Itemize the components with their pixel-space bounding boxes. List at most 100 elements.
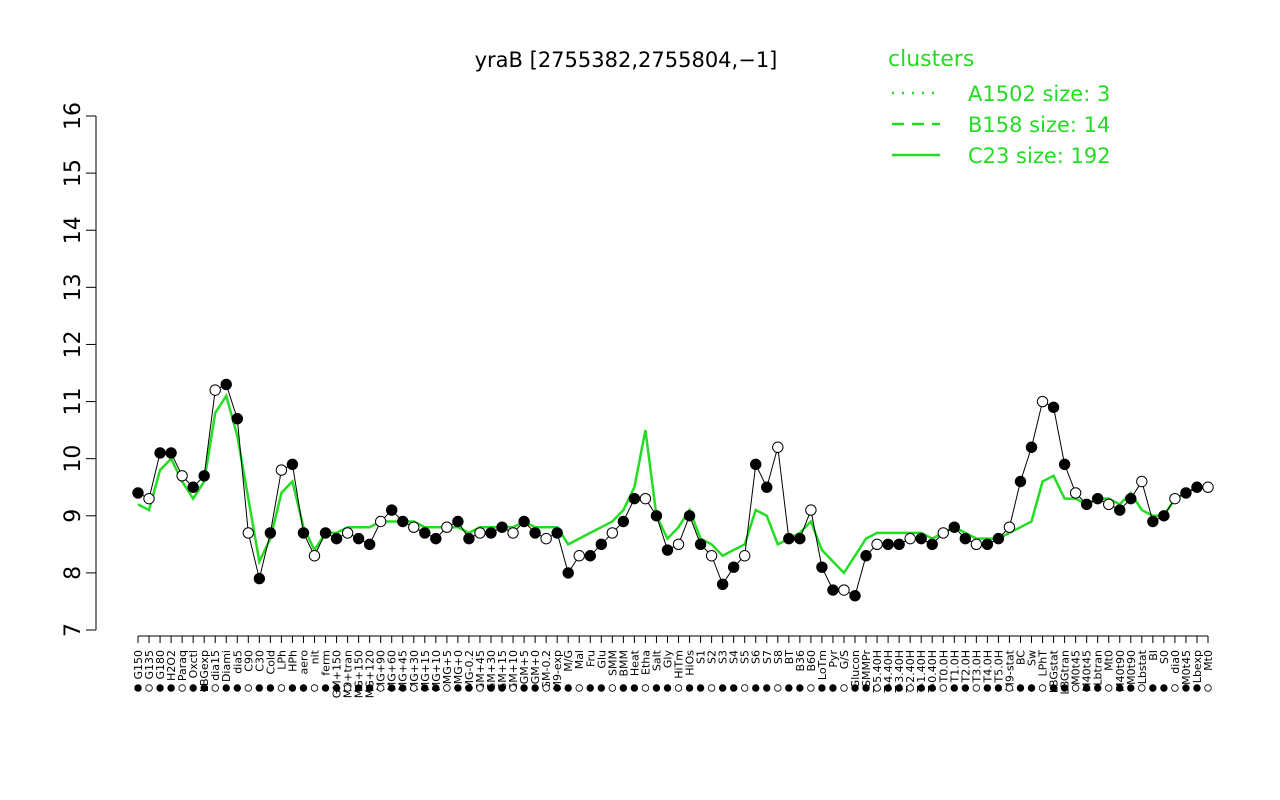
data-point <box>761 481 773 493</box>
x-category-marker <box>1093 684 1102 692</box>
legend-title: clusters <box>888 47 974 72</box>
x-tick-label: LPh <box>275 650 288 670</box>
y-tick-label: 8 <box>61 566 86 580</box>
x-category-marker <box>961 684 970 692</box>
data-point <box>463 532 475 545</box>
x-tick-label: T3.0H <box>970 650 983 683</box>
data-point <box>231 412 243 425</box>
x-tick-label: S0 <box>1158 650 1171 664</box>
x-category-marker <box>1016 684 1025 692</box>
data-point <box>716 578 729 591</box>
x-tick-label: dia5 <box>231 650 244 674</box>
x-tick-label: nit <box>308 649 321 664</box>
data-point <box>430 532 442 545</box>
x-tick-label: MG+0 <box>452 650 465 684</box>
x-tick-label: G150 <box>132 650 145 680</box>
x-category-marker <box>630 684 639 692</box>
y-tick-label: 11 <box>61 388 86 416</box>
x-category-marker <box>465 684 473 692</box>
data-point <box>275 464 288 476</box>
legend-label: A1502 size: 3 <box>968 82 1110 106</box>
x-tick-label: Pyr <box>827 650 840 668</box>
chart-title: yraB [2755382,2755804,−1] <box>475 48 778 72</box>
x-tick-label: Oxctl <box>187 650 200 678</box>
x-category-marker <box>200 684 208 692</box>
x-category-marker <box>310 684 319 692</box>
x-category-marker <box>906 684 914 692</box>
x-tick-label: T-4.40H <box>882 650 895 693</box>
x-category-marker <box>1060 684 1069 692</box>
data-point <box>562 567 574 579</box>
data-point <box>253 572 266 585</box>
data-point <box>849 590 861 602</box>
data-point <box>672 538 685 551</box>
x-category-marker <box>487 684 495 692</box>
data-point <box>198 470 210 482</box>
data-point <box>970 538 983 551</box>
x-category-marker <box>983 684 992 692</box>
x-category-marker <box>685 684 694 692</box>
x-tick-label: M0t45 <box>1180 650 1193 685</box>
x-category-marker <box>829 684 837 692</box>
data-point <box>1036 395 1049 408</box>
x-category-marker <box>1027 684 1036 692</box>
x-category-marker <box>1204 684 1212 692</box>
x-category-marker <box>608 684 617 692</box>
data-point <box>1136 475 1148 488</box>
x-category-marker <box>1193 684 1201 692</box>
data-point <box>739 550 751 562</box>
x-tick-label: T4.0H <box>981 650 994 683</box>
x-category-marker <box>763 684 771 692</box>
data-point <box>904 532 916 545</box>
x-category-marker <box>1005 684 1014 692</box>
data-point <box>518 515 530 528</box>
x-category-marker <box>994 684 1003 692</box>
x-tick-label: LPhT <box>1037 650 1050 677</box>
data-point <box>485 527 497 539</box>
x-tick-label: S3 <box>717 650 730 664</box>
x-tick-label: MG+5 <box>441 650 454 684</box>
x-category-marker <box>1071 684 1080 692</box>
x-tick-label: S4 <box>728 650 741 664</box>
x-category-marker <box>928 684 936 692</box>
x-category-marker <box>299 684 308 692</box>
cluster-line-c23-path <box>137 392 1208 575</box>
data-point <box>860 550 872 562</box>
data-point <box>981 538 994 551</box>
x-category-marker <box>454 684 462 692</box>
data-point <box>1069 487 1082 499</box>
x-category-marker <box>972 684 981 692</box>
x-tick-label: BT <box>783 650 796 665</box>
data-point <box>264 527 277 539</box>
x-tick-label: Mt0 <box>1202 650 1215 671</box>
x-tick-label: BI <box>1147 650 1160 661</box>
x-category-marker <box>718 684 727 692</box>
x-tick-label: Lbtran <box>1092 650 1105 686</box>
x-category-marker <box>134 684 142 692</box>
x-tick-label: M9-exp <box>551 650 564 691</box>
x-tick-label: M9-stat <box>1003 649 1016 691</box>
x-category-marker <box>619 684 628 692</box>
x-category-marker <box>597 684 605 692</box>
x-tick-label: LoTm <box>816 650 829 680</box>
data-point <box>1003 521 1016 533</box>
data-point <box>1169 492 1181 505</box>
data-point <box>363 538 376 551</box>
data-point <box>871 538 883 551</box>
data-point <box>772 441 784 453</box>
x-tick-label: GM+30 <box>485 650 498 691</box>
x-category-marker <box>553 684 561 692</box>
x-tick-label: Fru <box>584 650 597 667</box>
x-tick-label: Cold <box>264 650 277 674</box>
x-tick-label: T5.0H <box>992 650 1005 683</box>
x-tick-label: GM+5 <box>518 650 531 684</box>
x-tick-label: C30 <box>253 650 266 672</box>
x-category-marker <box>674 684 683 692</box>
x-category-marker <box>741 684 749 692</box>
data-point <box>419 527 431 539</box>
data-point <box>187 481 199 493</box>
data-point <box>617 515 630 528</box>
legend: clusters A1502 size: 3 B158 size: 14 C23 s… <box>888 47 1111 168</box>
data-point <box>794 532 806 545</box>
